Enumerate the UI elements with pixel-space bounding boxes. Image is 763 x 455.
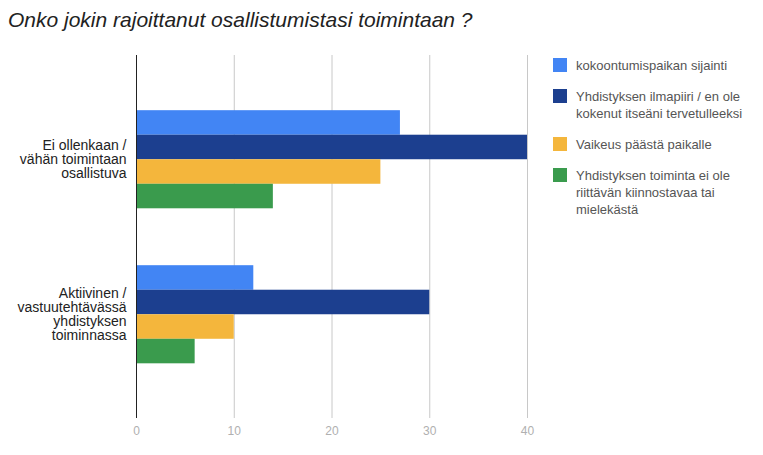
html-text:kokoontumispaikan sijainti: kokoontumispaikan sijainti xyxy=(576,58,727,73)
svg-text:30: 30 xyxy=(423,424,437,438)
svg-text:20: 20 xyxy=(325,424,339,438)
html-text:Onko jokin rajoittanut osallis: Onko jokin rajoittanut osallistumistasi … xyxy=(8,8,473,31)
svg-text:Aktiivinen /vastuutehtävässäyh: Aktiivinen /vastuutehtävässäyhdistyksent… xyxy=(18,285,127,343)
html-text:Yhdistyksen ilmapiiri / en ole: Yhdistyksen ilmapiiri / en ole kokenut i… xyxy=(576,89,743,121)
html-text:Yhdistyksen toiminta ei ole ri: Yhdistyksen toiminta ei ole riittävän ki… xyxy=(576,168,730,217)
svg-text:40: 40 xyxy=(521,424,535,438)
html-text:Vaikeus päästä paikalle: Vaikeus päästä paikalle xyxy=(576,137,712,152)
svg-text:Ei ollenkaan /vähän toimintaan: Ei ollenkaan /vähän toimintaanosallistuv… xyxy=(20,137,127,181)
svg-text:0: 0 xyxy=(133,424,140,438)
svg-text:10: 10 xyxy=(228,424,242,438)
